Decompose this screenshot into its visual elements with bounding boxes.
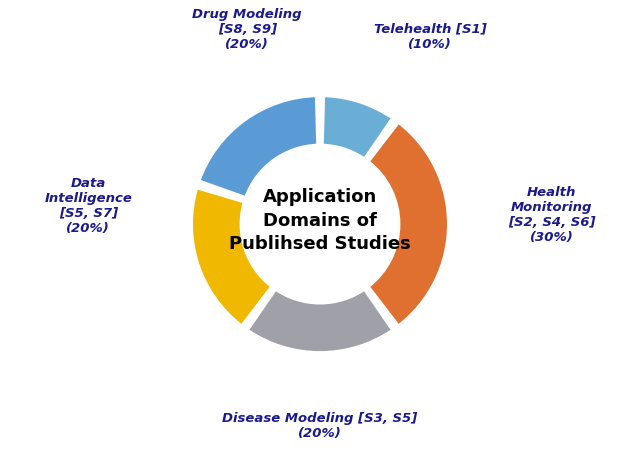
Wedge shape <box>368 122 449 326</box>
Text: Data
Intelligence
[S5, S7]
(20%): Data Intelligence [S5, S7] (20%) <box>44 177 132 235</box>
Text: Disease Modeling [S3, S5]
(20%): Disease Modeling [S3, S5] (20%) <box>222 412 418 440</box>
Wedge shape <box>322 95 393 159</box>
Text: Telehealth [S1]
(10%): Telehealth [S1] (10%) <box>374 22 486 51</box>
Wedge shape <box>191 188 272 326</box>
Text: Application
Domains of
Publihsed Studies: Application Domains of Publihsed Studies <box>229 188 411 253</box>
Text: Health
Monitoring
[S2, S4, S6]
(30%): Health Monitoring [S2, S4, S6] (30%) <box>508 186 595 244</box>
Text: Drug Modeling
[S8, S9]
(20%): Drug Modeling [S8, S9] (20%) <box>193 8 302 51</box>
Wedge shape <box>198 95 318 198</box>
Wedge shape <box>247 289 393 353</box>
